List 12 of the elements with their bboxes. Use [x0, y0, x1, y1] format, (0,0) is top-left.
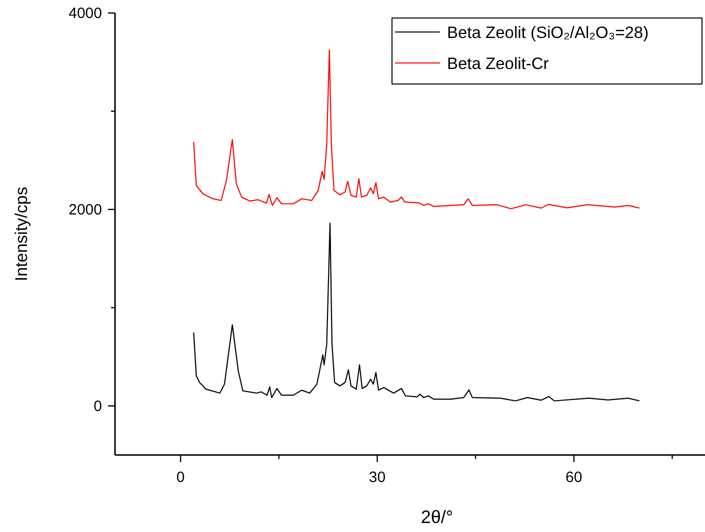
y-tick-label: 2000 — [68, 201, 102, 218]
legend-label: Beta Zeolit-Cr — [447, 55, 550, 73]
y-axis-title: Intensity/cps — [12, 186, 31, 282]
x-tick-label: 60 — [566, 469, 582, 486]
y-tick-label: 0 — [94, 398, 102, 415]
line-series — [193, 222, 640, 402]
line-series — [193, 50, 640, 210]
x-tick-label: 30 — [368, 469, 386, 486]
legend-label: Beta Zeolit (SiO₂/Al₂O₃=28) — [447, 24, 649, 42]
x-tick-label: 0 — [176, 469, 185, 486]
y-tick-label: 4000 — [68, 5, 102, 22]
x-axis-title: 2θ/° — [420, 507, 454, 527]
